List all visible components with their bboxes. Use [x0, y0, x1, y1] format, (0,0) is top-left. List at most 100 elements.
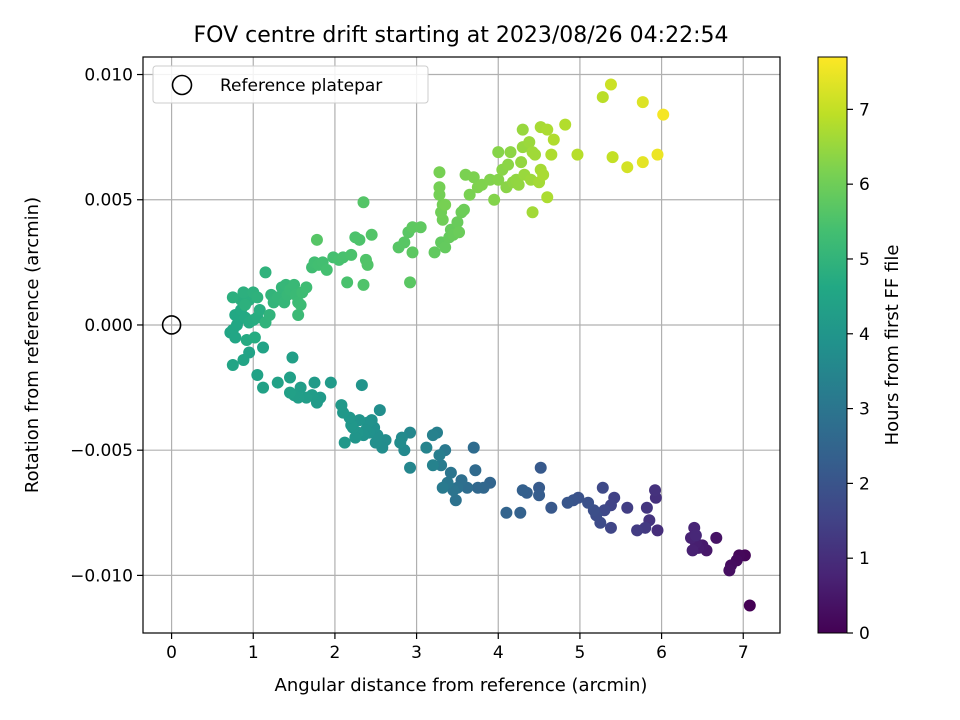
data-point	[439, 198, 452, 211]
data-point	[428, 246, 441, 259]
data-point	[239, 298, 252, 311]
reference-platepar-marker	[161, 315, 182, 335]
data-point	[649, 484, 662, 497]
data-point	[394, 436, 407, 449]
x-axis-ticks: 0 1 2 3 4 5 6 7	[166, 633, 749, 663]
data-point	[357, 278, 370, 291]
data-point	[533, 489, 546, 502]
data-point	[284, 386, 296, 399]
y-axis-label: Rotation from reference (arcmin)	[22, 197, 43, 493]
data-point	[226, 291, 239, 304]
data-point	[571, 148, 584, 161]
colorbar-gradient	[817, 56, 848, 634]
data-point	[426, 459, 439, 472]
data-point	[253, 303, 266, 316]
data-point	[545, 148, 558, 161]
data-point	[606, 151, 619, 164]
data-point	[259, 266, 272, 279]
x-axis-label: Angular distance from reference (arcmin)	[275, 675, 648, 696]
data-point	[541, 123, 554, 136]
data-point	[373, 404, 386, 417]
data-point	[689, 529, 702, 542]
data-point	[426, 429, 439, 442]
data-point	[631, 524, 644, 537]
data-point	[404, 461, 417, 474]
data-point	[686, 544, 699, 557]
colorbar-tick-label: 6	[859, 175, 870, 195]
data-point	[523, 136, 536, 149]
data-point	[420, 441, 433, 454]
data-point	[433, 181, 446, 194]
data-point	[433, 449, 446, 462]
data-point	[469, 464, 482, 477]
data-point	[657, 108, 670, 121]
data-point	[361, 258, 374, 271]
data-point	[404, 276, 417, 289]
data-point	[369, 436, 382, 449]
data-point	[559, 118, 572, 131]
gridlines	[143, 57, 780, 633]
data-point	[444, 466, 457, 479]
data-point	[338, 436, 351, 449]
y-tick-label: 0.010	[84, 66, 133, 86]
data-point	[248, 331, 261, 344]
data-point	[341, 276, 354, 289]
data-point	[636, 156, 649, 169]
data-point	[488, 193, 501, 206]
y-tick-label: −0.005	[70, 441, 133, 461]
data-point	[365, 228, 378, 241]
data-point	[433, 166, 446, 179]
data-point	[471, 481, 484, 494]
colorbar-ticks: 0 1 2 3 4 5 6 7	[847, 100, 870, 644]
data-point	[514, 506, 527, 519]
data-point	[324, 376, 337, 389]
data-point	[504, 146, 517, 159]
legend-entry: Reference platepar	[220, 76, 382, 96]
data-point	[308, 376, 321, 389]
x-tick-label: 3	[411, 643, 422, 663]
data-point	[229, 331, 242, 344]
data-point	[263, 308, 276, 321]
data-point	[286, 351, 299, 364]
data-point	[547, 133, 560, 146]
x-tick-label: 4	[493, 643, 504, 663]
legend-box	[152, 65, 429, 104]
data-point	[449, 494, 462, 507]
data-point	[537, 168, 550, 181]
data-point	[300, 281, 313, 294]
data-point	[582, 496, 595, 509]
colorbar-tick-label: 0	[859, 624, 870, 644]
data-point	[398, 236, 411, 249]
data-point	[310, 233, 323, 246]
data-point	[226, 359, 239, 372]
data-point	[271, 376, 284, 389]
data-point	[439, 241, 452, 254]
colorbar-tick-label: 5	[859, 250, 870, 270]
data-point	[596, 91, 609, 104]
data-point	[596, 481, 609, 494]
data-point	[237, 286, 250, 299]
data-point	[743, 599, 756, 612]
data-point	[257, 341, 270, 354]
colorbar-tick-label: 7	[859, 100, 870, 120]
data-point	[251, 291, 264, 304]
x-tick-label: 7	[738, 643, 749, 663]
data-point	[651, 148, 664, 161]
x-tick-label: 2	[330, 643, 341, 663]
x-tick-label: 5	[575, 643, 586, 663]
x-tick-label: 0	[166, 643, 177, 663]
colorbar-tick-label: 2	[859, 474, 870, 494]
data-point	[500, 506, 513, 519]
data-point	[541, 191, 554, 204]
data-point	[294, 298, 307, 311]
data-point	[467, 441, 480, 454]
scatter-points	[224, 78, 756, 612]
data-point	[288, 278, 301, 291]
colorbar-label: Hours from first FF file	[882, 245, 903, 446]
chart-title: FOV centre drift starting at 2023/08/26 …	[194, 23, 729, 48]
colorbar-tick-label: 4	[859, 325, 870, 345]
data-point	[451, 216, 464, 229]
data-point	[492, 146, 505, 159]
colorbar-tick-label: 1	[859, 549, 870, 569]
data-point	[349, 431, 362, 444]
